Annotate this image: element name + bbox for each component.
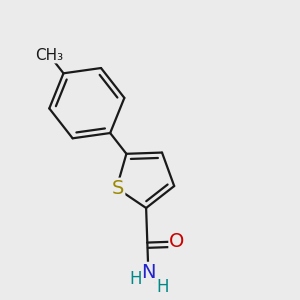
Text: CH₃: CH₃ (35, 48, 63, 63)
Text: N: N (141, 263, 156, 282)
Text: S: S (112, 178, 124, 198)
Text: O: O (169, 232, 185, 251)
Text: H: H (129, 270, 142, 288)
Text: H: H (156, 278, 168, 296)
